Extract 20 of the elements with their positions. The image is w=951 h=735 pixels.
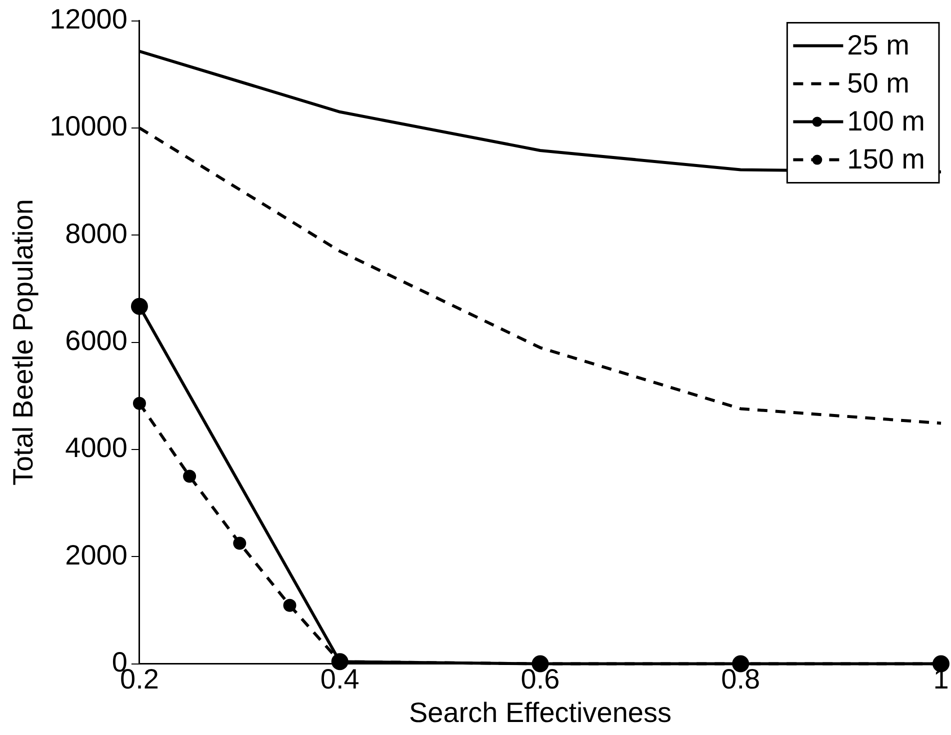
legend-label: 100 m [847,106,926,137]
y-tick-label: 4000 [65,432,128,464]
y-tick-label: 10000 [50,110,128,142]
x-tick-label: 0.8 [721,663,760,694]
x-axis-title: Search Effectiveness [408,696,672,728]
legend-label: 25 m [847,30,910,61]
legend-label: 150 m [847,144,926,175]
y-axis-title: Total Beetle Population [8,199,39,486]
point [132,396,146,410]
x-tick-label: 0.4 [320,663,360,694]
point [130,298,148,315]
legend-label: 50 m [847,68,910,99]
point [283,598,296,612]
x-tick-label: 0.6 [520,663,560,694]
y-tick-label: 12000 [50,4,128,35]
y-tick-label: 8000 [65,218,128,249]
point [233,536,246,550]
point [183,470,196,483]
y-tick-label: 2000 [65,539,128,570]
y-tick-label: 6000 [65,325,128,356]
